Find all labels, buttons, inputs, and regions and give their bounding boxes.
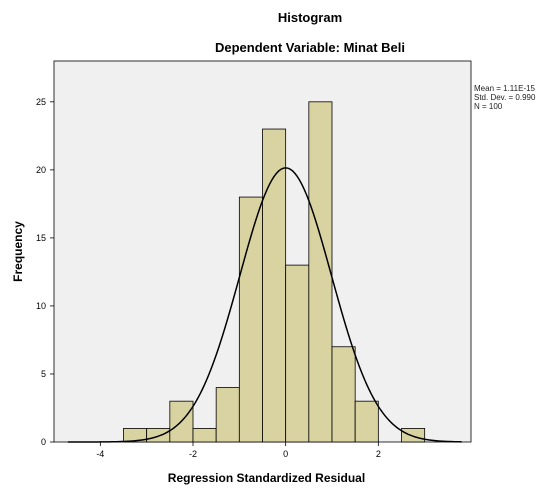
- normal-curve: [67, 167, 462, 443]
- histogram-bar: [146, 427, 171, 443]
- x-tick-label: -2: [189, 449, 197, 459]
- y-tick-label: 10: [36, 301, 46, 311]
- chart-subtitle: Dependent Variable: Minat Beli: [215, 40, 405, 55]
- y-tick-label: 15: [36, 233, 46, 243]
- stats-n: N = 100: [474, 102, 503, 111]
- histogram-bar: [331, 346, 356, 443]
- x-tick-label: 2: [376, 449, 381, 459]
- histogram-bar: [215, 387, 240, 443]
- histogram-bar: [192, 427, 217, 443]
- histogram-bar: [285, 264, 310, 443]
- y-tick-label: 25: [36, 97, 46, 107]
- y-tick-label: 20: [36, 165, 46, 175]
- y-tick-label: 5: [41, 369, 46, 379]
- y-axis-title: Frequency: [11, 221, 25, 282]
- x-tick-label: -4: [96, 449, 104, 459]
- y-tick-label: 0: [41, 437, 46, 447]
- chart-title: Histogram: [277, 10, 343, 25]
- histogram-bar: [308, 101, 333, 443]
- histogram-bar: [354, 400, 379, 443]
- histogram-bar: [401, 427, 426, 443]
- stats-std-dev: Std. Dev. = 0.990: [474, 93, 536, 102]
- x-axis-title: Regression Standardized Residual: [168, 471, 365, 485]
- stats-box: Mean = 1.11E-15 Std. Dev. = 0.990 N = 10…: [474, 84, 535, 111]
- stats-mean: Mean = 1.11E-15: [474, 84, 536, 93]
- x-tick-label: 0: [283, 449, 288, 459]
